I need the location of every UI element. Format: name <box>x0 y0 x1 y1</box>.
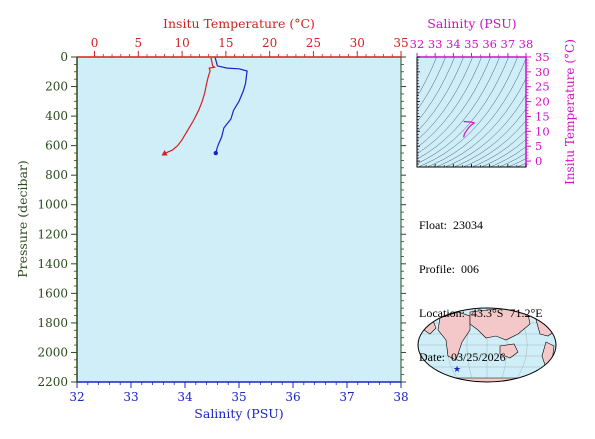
isopycnal-curve <box>417 57 518 167</box>
temperature-axis-title: Insitu Temperature (°C) <box>163 16 315 31</box>
float-info: Float: 23034 Profile: 006 Location: 43.3… <box>419 189 543 379</box>
isopycnal-curve <box>453 108 526 167</box>
isopycnal-curve <box>426 57 526 167</box>
salinity-tick-label: 36 <box>285 390 300 404</box>
isopycnal-curve <box>462 120 526 167</box>
salinity-tick-label: 38 <box>393 390 408 404</box>
pressure-tick-label: 1600 <box>37 286 68 300</box>
isopycnal-curve <box>417 57 500 160</box>
australia-shape <box>499 343 519 359</box>
profile-number: Profile: 006 <box>419 261 479 276</box>
pressure-tick-label: 600 <box>45 139 68 153</box>
pressure-tick-label: 1400 <box>37 257 68 271</box>
temperature-tick-label: 0 <box>91 36 99 50</box>
profile-date: Date: 03/25/2026 <box>419 349 506 364</box>
ts-temperature-tick-label: 5 <box>535 139 542 153</box>
ts-temperature-title: Insitu Temperature (°C) <box>563 39 577 185</box>
profile-axes: 0 5 10 15 20 25 30 35 32 33 34 35 36 37 38 0 200 400 600 80… <box>37 36 408 404</box>
ts-temperature-tick-label: 10 <box>535 124 550 138</box>
temperature-end-marker <box>161 150 168 156</box>
pressure-tick-label: 1200 <box>37 227 68 241</box>
ts-temperature-tick-label: 20 <box>535 95 550 109</box>
profile-series <box>161 57 248 156</box>
salinity-tick-label: 35 <box>231 390 246 404</box>
ts-salinity-tick-label: 38 <box>519 37 534 51</box>
isopycnal-curve <box>516 37 595 175</box>
pressure-tick-label: 400 <box>45 109 68 123</box>
ts-plot-area <box>416 56 527 168</box>
ts-salinity-title: Salinity (PSU) <box>427 16 516 31</box>
temperature-profile-line <box>164 57 216 154</box>
temperature-tick-label: 30 <box>350 36 365 50</box>
isopycnal-curve <box>417 57 437 97</box>
temperature-tick-label: 35 <box>393 36 408 50</box>
profile-chart: 0 5 10 15 20 25 30 35 32 33 34 35 36 37 38 0 200 400 600 80… <box>15 16 409 421</box>
isopycnal-curve <box>444 94 526 167</box>
ts-salinity-tick-label: 33 <box>428 37 443 51</box>
pressure-tick-label: 2200 <box>37 375 68 389</box>
salinity-end-marker <box>213 150 218 156</box>
salinity-tick-label: 33 <box>123 390 138 404</box>
ts-salinity-tick-label: 34 <box>446 37 461 51</box>
temperature-tick-label: 15 <box>218 36 233 50</box>
isopycnal-curve <box>471 130 526 167</box>
isopycnal-curve <box>417 57 455 123</box>
ts-profile-line <box>463 120 476 138</box>
salinity-tick-label: 37 <box>339 390 354 404</box>
ts-temperature-tick-label: 30 <box>535 65 550 79</box>
pressure-tick-label: 2000 <box>37 345 68 359</box>
temperature-tick-label: 25 <box>306 36 321 50</box>
pressure-tick-label: 800 <box>45 168 68 182</box>
africa-europe-shape <box>437 311 471 361</box>
ts-salinity-tick-label: 36 <box>482 37 497 51</box>
map-border <box>417 307 557 383</box>
profile-plot-area <box>76 56 402 383</box>
ts-salinity-tick-label: 37 <box>501 37 516 51</box>
isopycnal-curve <box>417 57 473 141</box>
isopycnal-lines <box>417 37 595 175</box>
pressure-tick-label: 1000 <box>37 198 68 212</box>
ts-salinity-tick-label: 32 <box>410 37 425 51</box>
temperature-tick-label: 10 <box>174 36 189 50</box>
temperature-tick-label: 20 <box>262 36 277 50</box>
salinity-tick-label: 32 <box>69 390 84 404</box>
isopycnal-curve <box>417 57 491 154</box>
pressure-tick-label: 0 <box>60 50 68 64</box>
salinity-axis-title: Salinity (PSU) <box>194 406 283 421</box>
ts-temperature-tick-label: 35 <box>535 50 550 64</box>
pressure-tick-label: 200 <box>45 80 68 94</box>
isopycnal-curve <box>417 57 509 164</box>
salinity-tick-label: 34 <box>177 390 193 404</box>
salinity-profile-line <box>214 57 248 154</box>
float-location: Location: 43.3°S 71.2°E <box>419 305 543 320</box>
isopycnal-curve <box>417 57 482 148</box>
pressure-axis-title: Pressure (decibar) <box>15 160 30 278</box>
float-location-marker: ★ <box>453 365 461 375</box>
isopycnal-curve <box>417 57 446 111</box>
ts-series <box>463 120 476 138</box>
ts-temperature-tick-label: 15 <box>535 109 550 123</box>
temperature-tick-label: 5 <box>134 36 142 50</box>
pressure-tick-label: 1800 <box>37 316 68 330</box>
ts-salinity-tick-label: 35 <box>464 37 479 51</box>
ts-temperature-tick-label: 0 <box>535 154 542 168</box>
ts-temperature-tick-label: 25 <box>535 80 550 94</box>
isopycnal-curve <box>435 77 526 167</box>
float-id: Float: 23034 <box>419 218 484 233</box>
